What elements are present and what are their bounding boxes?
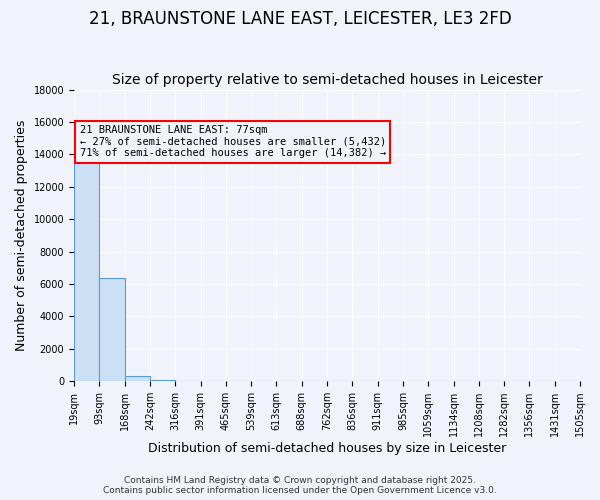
Bar (74, 164, 100, 381)
Text: Contains HM Land Registry data © Crown copyright and database right 2025.
Contai: Contains HM Land Registry data © Crown c… (103, 476, 497, 495)
Text: 21, BRAUNSTONE LANE EAST, LEICESTER, LE3 2FD: 21, BRAUNSTONE LANE EAST, LEICESTER, LE3… (89, 10, 511, 28)
Bar (150, 380, 175, 381)
Y-axis label: Number of semi-detached properties: Number of semi-detached properties (15, 120, 28, 351)
Bar (100, 278, 125, 381)
X-axis label: Distribution of semi-detached houses by size in Leicester: Distribution of semi-detached houses by … (148, 442, 506, 455)
Text: 21 BRAUNSTONE LANE EAST: 77sqm
← 27% of semi-detached houses are smaller (5,432): 21 BRAUNSTONE LANE EAST: 77sqm ← 27% of … (80, 125, 386, 158)
Title: Size of property relative to semi-detached houses in Leicester: Size of property relative to semi-detach… (112, 73, 542, 87)
Bar (125, 376, 150, 381)
